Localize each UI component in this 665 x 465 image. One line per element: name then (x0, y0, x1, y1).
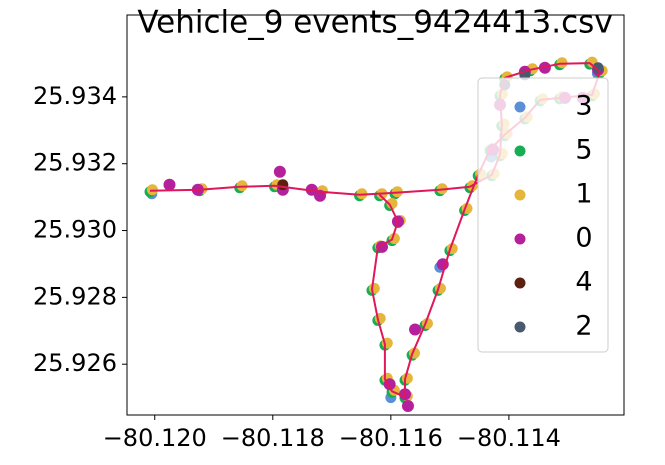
point (386, 197, 398, 209)
legend-marker (514, 189, 526, 201)
legend-box (477, 77, 609, 353)
legend: 3 5 1 0 4 2 (477, 77, 609, 353)
legend-label: 0 (575, 223, 592, 254)
legend-label: 3 (575, 91, 592, 122)
legend-label: 2 (575, 311, 592, 342)
point (277, 179, 289, 191)
x-tick-label: −80.118 (221, 424, 325, 452)
point (273, 165, 286, 178)
point (409, 323, 422, 336)
y-tick-label: 25.932 (33, 149, 117, 177)
point (163, 178, 176, 191)
legend-marker (514, 101, 526, 113)
legend-label: 1 (575, 179, 592, 210)
y-tick-label: 25.930 (33, 216, 117, 244)
y-tick-label: 25.928 (33, 282, 117, 310)
point (368, 282, 380, 294)
legend-label: 4 (575, 267, 592, 298)
y-tick-label: 25.926 (33, 349, 117, 377)
legend-marker (514, 321, 526, 333)
legend-marker (514, 233, 526, 245)
chart-title: Vehicle_9 events_9424413.csv (137, 5, 612, 41)
x-tick-label: −80.114 (457, 424, 561, 452)
point (592, 62, 604, 74)
legend-marker (514, 277, 526, 289)
point (401, 399, 414, 412)
x-tick-label: −80.116 (339, 424, 443, 452)
x-tick-label: −80.120 (103, 424, 207, 452)
y-tick-label: 25.934 (33, 82, 117, 110)
plot-frame (126, 14, 625, 416)
legend-label: 5 (575, 135, 592, 166)
legend-marker (514, 145, 526, 157)
point (388, 233, 400, 245)
